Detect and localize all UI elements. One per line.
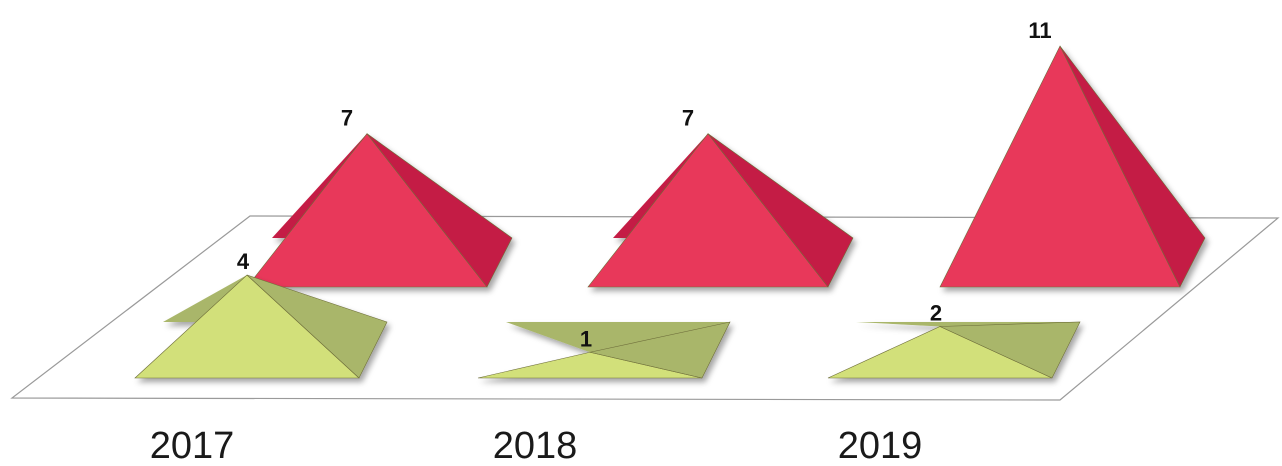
front-pyramid-2019 [827, 321, 1081, 379]
back-pyramid-2018 [587, 133, 854, 288]
front-pyramid-2018-back-face [506, 322, 730, 353]
front-series-group: 4 1 2 [134, 249, 1081, 379]
back-series-group: 7 7 11 [246, 18, 1206, 288]
front-pyramid-2019-back-face [856, 322, 1080, 327]
front-pyramid-2018 [477, 321, 731, 379]
category-label-2019: 2019 [838, 425, 923, 466]
back-pyramid-2017-side-face [366, 133, 513, 288]
back-value-label-2017: 7 [341, 106, 353, 131]
category-label-2017: 2017 [150, 425, 235, 466]
front-value-label-2018: 1 [580, 326, 592, 351]
back-pyramid-2017 [246, 133, 513, 288]
back-value-label-2019: 11 [1028, 18, 1051, 43]
back-pyramid-2019-side-face [1059, 45, 1206, 288]
front-pyramid-2018-side-face [589, 321, 731, 379]
front-value-label-2017: 4 [237, 249, 250, 274]
front-pyramid-2019-side-face [939, 321, 1081, 379]
front-pyramid-2017-side-face [246, 274, 388, 379]
category-labels: 2017 2018 2019 [150, 425, 923, 466]
front-pyramid-2017 [134, 274, 388, 379]
back-pyramid-2019 [939, 45, 1206, 288]
back-value-label-2018: 7 [682, 106, 694, 131]
back-pyramid-2018-side-face [707, 133, 854, 288]
front-value-label-2019: 2 [930, 301, 942, 326]
category-label-2018: 2018 [493, 425, 578, 466]
